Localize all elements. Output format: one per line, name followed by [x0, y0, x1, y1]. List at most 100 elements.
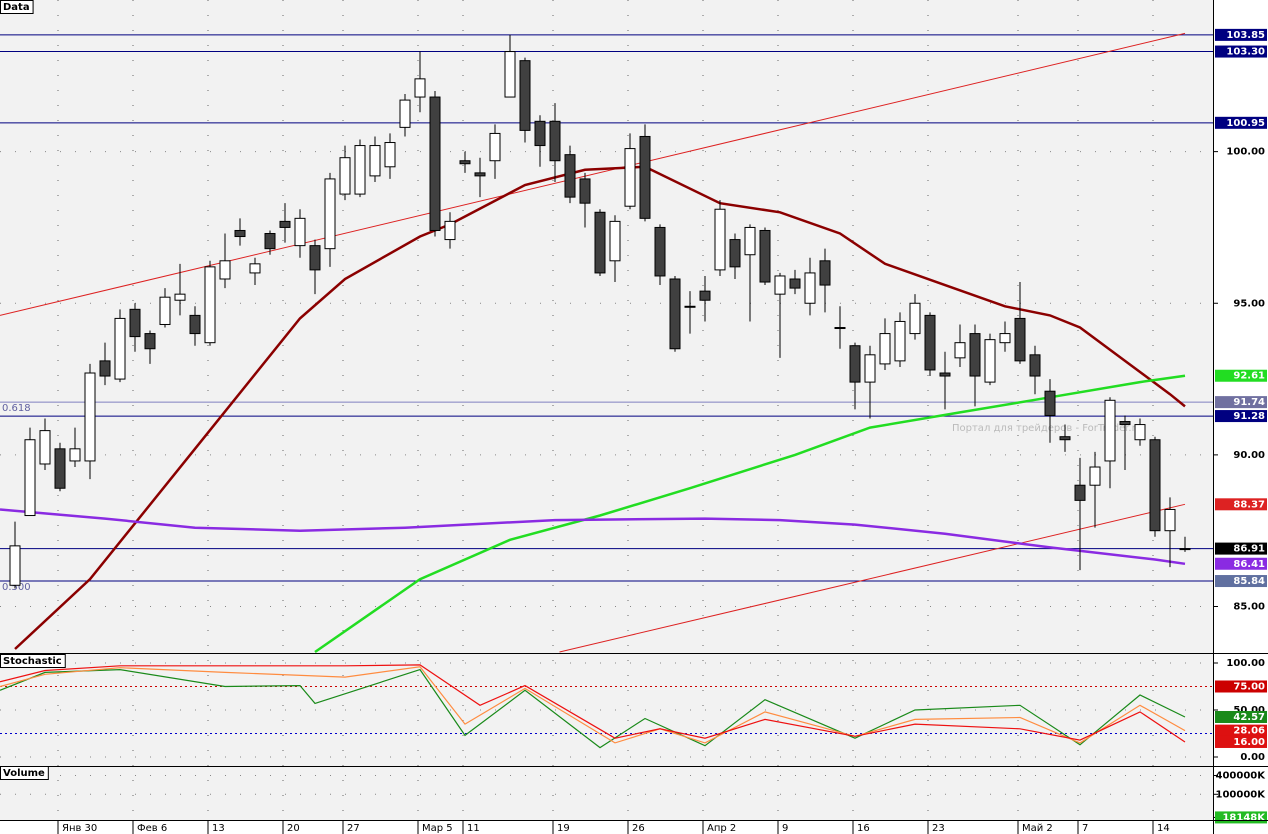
- candle-body: [1074, 484, 1086, 501]
- x-tick-label: 7: [1082, 823, 1088, 834]
- y-tick-label: 95.00: [1233, 298, 1265, 309]
- last-price-label-box: [1215, 542, 1267, 555]
- candle-body: [939, 372, 951, 377]
- candle-body: [99, 360, 111, 377]
- candle-body: [789, 278, 801, 289]
- candle-body: [534, 120, 546, 147]
- panel-title: Data: [3, 2, 30, 13]
- candle-body: [654, 226, 666, 277]
- x-tick-label: Фев 6: [137, 823, 167, 834]
- candle-body: [1149, 439, 1161, 532]
- candle-body: [144, 333, 156, 350]
- x-tick-label: Янв 30: [62, 823, 97, 834]
- candle-body: [24, 439, 36, 517]
- candle-body: [729, 239, 741, 268]
- volume-label: 18148K: [1222, 812, 1266, 823]
- y-tick-label: 400000K: [1216, 770, 1267, 781]
- candle-body: [1119, 421, 1131, 426]
- candle-body: [744, 226, 756, 256]
- y-tick-label: 50.00: [1233, 705, 1265, 716]
- watermark: Портал для трейдеров - ForTrader.ru: [952, 423, 1142, 434]
- candle-body: [324, 178, 336, 250]
- candle-body: [549, 120, 561, 162]
- candle-body: [129, 308, 141, 338]
- candle-body: [294, 217, 306, 247]
- level-label-box: [1215, 116, 1267, 129]
- level-label-box: [1215, 575, 1267, 588]
- stochastic-label-box: [1215, 724, 1267, 737]
- candle-body: [384, 142, 396, 168]
- x-tick-label: 23: [932, 823, 945, 834]
- candle-body: [84, 372, 96, 462]
- candle-body: [159, 296, 171, 325]
- candle-body: [429, 96, 441, 231]
- candle-body: [354, 145, 366, 195]
- candle-body: [69, 448, 81, 462]
- moving-average-label-box: [1215, 557, 1267, 570]
- level-label: 91.28: [1233, 411, 1265, 422]
- candle-body: [1089, 466, 1101, 486]
- stochastic-label: 28.06: [1233, 726, 1265, 737]
- stochastic-line: [0, 664, 1186, 743]
- candle-body: [999, 333, 1011, 344]
- trendline-label: 88.37: [1233, 499, 1265, 510]
- candle-body: [684, 305, 696, 308]
- candle-body: [909, 302, 921, 335]
- level-tag: 0.618: [2, 403, 31, 414]
- stochastic-line: [0, 668, 1186, 749]
- candle-body: [834, 327, 846, 330]
- candle-body: [339, 157, 351, 195]
- candle-body: [189, 314, 201, 335]
- candle-body: [39, 430, 51, 465]
- trendline: [0, 32, 1186, 316]
- x-tick-label: 27: [347, 823, 360, 834]
- trendline-label-box: [1215, 498, 1267, 511]
- panel-title: Volume: [3, 768, 45, 779]
- level-label: 103.30: [1226, 47, 1265, 58]
- candle-body: [474, 172, 486, 177]
- candle-body: [1179, 548, 1191, 551]
- candle-body: [609, 220, 621, 262]
- candle-body: [849, 345, 861, 383]
- moving-average-label-box: [1215, 369, 1267, 382]
- level-label-box: [1215, 28, 1267, 41]
- stochastic-label: 16.00: [1233, 737, 1265, 748]
- x-tick-label: 14: [1157, 823, 1170, 834]
- moving-average-label: 92.61: [1233, 371, 1265, 382]
- candle-body: [804, 272, 816, 304]
- x-tick-label: 16: [857, 823, 870, 834]
- candle-body: [399, 99, 411, 128]
- candle-body: [579, 178, 591, 204]
- moving-average: [0, 508, 1186, 566]
- candle-body: [444, 220, 456, 241]
- candle-body: [1044, 390, 1056, 416]
- x-tick-label: Мар 5: [422, 823, 453, 834]
- candle-body: [279, 220, 291, 228]
- stochastic-label: 42.57: [1233, 712, 1265, 723]
- level-label-box: [1215, 680, 1267, 693]
- candle-body: [624, 148, 636, 207]
- y-tick-label: 100000K: [1216, 789, 1267, 800]
- moving-average: [314, 374, 1186, 654]
- candle-body: [879, 333, 891, 365]
- candle-body: [9, 545, 21, 586]
- candle-body: [489, 132, 501, 162]
- candle-body: [1014, 317, 1026, 362]
- level-label-box: [1215, 45, 1267, 58]
- candle-body: [969, 333, 981, 377]
- panel-title-box: [0, 0, 34, 14]
- stochastic-label-box: [1215, 735, 1267, 748]
- candle-body: [984, 339, 996, 383]
- candle-body: [1029, 354, 1041, 377]
- candle-body: [864, 354, 876, 383]
- level-label: 103.85: [1226, 30, 1265, 41]
- last-price-label: 86.91: [1233, 544, 1265, 555]
- time-axis-background: [0, 820, 1213, 834]
- candle-body: [954, 342, 966, 359]
- x-tick-label: Май 2: [1022, 823, 1053, 834]
- x-tick-label: 20: [287, 823, 300, 834]
- stochastic-label-box: [1215, 710, 1267, 723]
- level-label: 100.95: [1226, 118, 1265, 129]
